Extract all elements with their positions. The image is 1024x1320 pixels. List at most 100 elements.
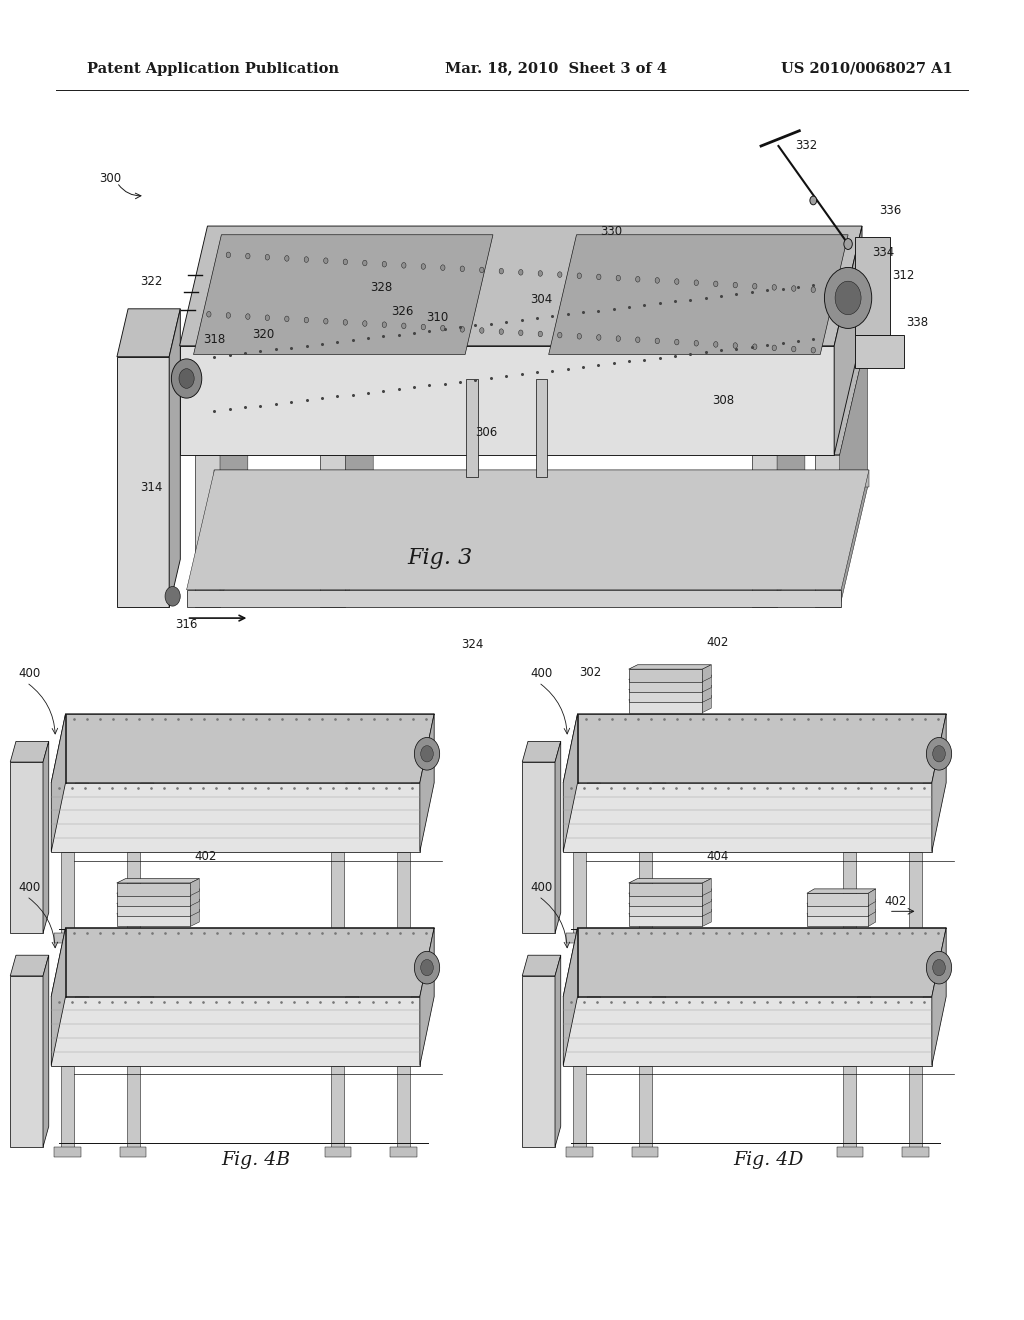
Polygon shape: [909, 783, 936, 851]
Text: 324: 324: [461, 638, 483, 651]
Polygon shape: [117, 888, 200, 894]
Polygon shape: [752, 335, 805, 454]
Polygon shape: [902, 1147, 929, 1158]
Polygon shape: [629, 700, 702, 713]
Circle shape: [933, 960, 945, 975]
Polygon shape: [563, 714, 946, 783]
Polygon shape: [117, 894, 190, 906]
Polygon shape: [321, 335, 373, 454]
Polygon shape: [932, 714, 946, 851]
Polygon shape: [629, 899, 712, 904]
Circle shape: [362, 260, 367, 265]
Text: Patent Application Publication: Patent Application Publication: [87, 62, 339, 75]
Circle shape: [265, 255, 269, 260]
Polygon shape: [332, 1065, 344, 1147]
Text: 310: 310: [426, 312, 449, 323]
Polygon shape: [932, 928, 946, 1065]
Polygon shape: [909, 1065, 922, 1147]
Polygon shape: [702, 685, 712, 702]
Polygon shape: [629, 883, 702, 895]
Text: Fig. 4C: Fig. 4C: [733, 937, 803, 954]
Polygon shape: [332, 783, 358, 851]
Polygon shape: [117, 309, 180, 356]
Circle shape: [835, 281, 861, 314]
Circle shape: [343, 319, 347, 325]
Polygon shape: [702, 888, 712, 906]
Polygon shape: [214, 470, 869, 487]
Polygon shape: [10, 975, 43, 1147]
Circle shape: [616, 335, 621, 342]
Text: 402: 402: [707, 636, 729, 649]
Polygon shape: [702, 879, 712, 895]
Circle shape: [694, 280, 698, 285]
Text: 302: 302: [580, 667, 601, 678]
Polygon shape: [837, 933, 863, 944]
Circle shape: [207, 312, 211, 317]
Polygon shape: [566, 1147, 593, 1158]
Polygon shape: [467, 379, 477, 477]
Circle shape: [226, 313, 230, 318]
Circle shape: [265, 315, 269, 321]
Circle shape: [382, 261, 386, 267]
Polygon shape: [117, 883, 190, 895]
Polygon shape: [397, 851, 410, 933]
Circle shape: [518, 269, 523, 275]
Polygon shape: [555, 742, 561, 933]
Circle shape: [792, 285, 796, 292]
Text: 308: 308: [712, 393, 734, 407]
Text: Fig. 4D: Fig. 4D: [733, 1151, 803, 1168]
Circle shape: [772, 285, 776, 290]
Polygon shape: [702, 899, 712, 916]
Circle shape: [772, 345, 776, 351]
Polygon shape: [629, 675, 712, 680]
Polygon shape: [835, 226, 862, 454]
Polygon shape: [51, 928, 434, 997]
Polygon shape: [629, 879, 712, 883]
Polygon shape: [43, 956, 49, 1147]
Circle shape: [421, 746, 433, 762]
Polygon shape: [639, 783, 666, 851]
Polygon shape: [522, 742, 561, 762]
Circle shape: [421, 264, 426, 269]
Polygon shape: [195, 335, 248, 454]
Polygon shape: [51, 783, 420, 851]
Circle shape: [824, 268, 871, 329]
Circle shape: [415, 952, 439, 983]
Circle shape: [421, 325, 426, 330]
Polygon shape: [629, 904, 702, 916]
Polygon shape: [815, 335, 867, 454]
Text: Mar. 18, 2010  Sheet 3 of 4: Mar. 18, 2010 Sheet 3 of 4: [445, 62, 668, 75]
Polygon shape: [390, 1147, 417, 1158]
Circle shape: [401, 323, 407, 329]
Polygon shape: [807, 909, 876, 913]
Polygon shape: [555, 956, 561, 1147]
Circle shape: [578, 273, 582, 279]
Text: 332: 332: [796, 139, 817, 152]
Circle shape: [811, 347, 815, 352]
Circle shape: [421, 960, 433, 975]
Polygon shape: [840, 335, 867, 607]
Polygon shape: [117, 879, 200, 883]
Circle shape: [597, 275, 601, 280]
Polygon shape: [632, 1147, 658, 1158]
Polygon shape: [563, 714, 578, 851]
Circle shape: [792, 346, 796, 352]
Polygon shape: [127, 1065, 139, 1147]
Polygon shape: [390, 933, 417, 944]
Polygon shape: [127, 783, 154, 851]
Polygon shape: [522, 975, 555, 1147]
Circle shape: [844, 239, 852, 249]
Circle shape: [655, 338, 659, 343]
Polygon shape: [117, 913, 190, 927]
Polygon shape: [837, 1147, 863, 1158]
Circle shape: [927, 952, 951, 983]
Polygon shape: [563, 928, 578, 1065]
Text: 322: 322: [140, 275, 163, 288]
Circle shape: [324, 318, 328, 323]
Polygon shape: [844, 1065, 856, 1147]
Text: 402: 402: [195, 850, 217, 863]
Circle shape: [179, 368, 195, 388]
Polygon shape: [537, 379, 547, 477]
Polygon shape: [629, 888, 712, 894]
Text: 300: 300: [99, 172, 121, 185]
